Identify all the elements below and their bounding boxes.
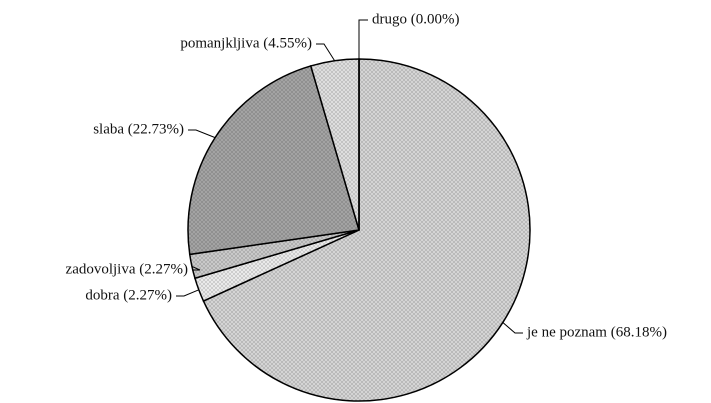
leader-line <box>502 322 523 334</box>
slice-label: je ne poznam (68.18%) <box>526 324 667 340</box>
pie-slice-texture <box>194 230 359 302</box>
leader-line <box>188 129 216 139</box>
pie-slice-texture <box>310 59 359 230</box>
leader-line <box>358 19 368 59</box>
pie-slice-texture <box>203 59 530 402</box>
pie-slice-texture <box>188 65 359 255</box>
leader-line <box>316 43 336 62</box>
leader-line <box>191 265 201 271</box>
pie-slice-texture <box>189 230 359 279</box>
slice-label: drugo (0.00%) <box>372 11 459 27</box>
slice-label: slaba (22.73%) <box>93 121 184 137</box>
slice-label: pomanjkljiva (4.55%) <box>180 35 312 51</box>
slice-label: dobra (2.27%) <box>85 287 172 303</box>
slice-label: zadovoljiva (2.27%) <box>66 261 188 277</box>
leader-line <box>176 289 199 297</box>
